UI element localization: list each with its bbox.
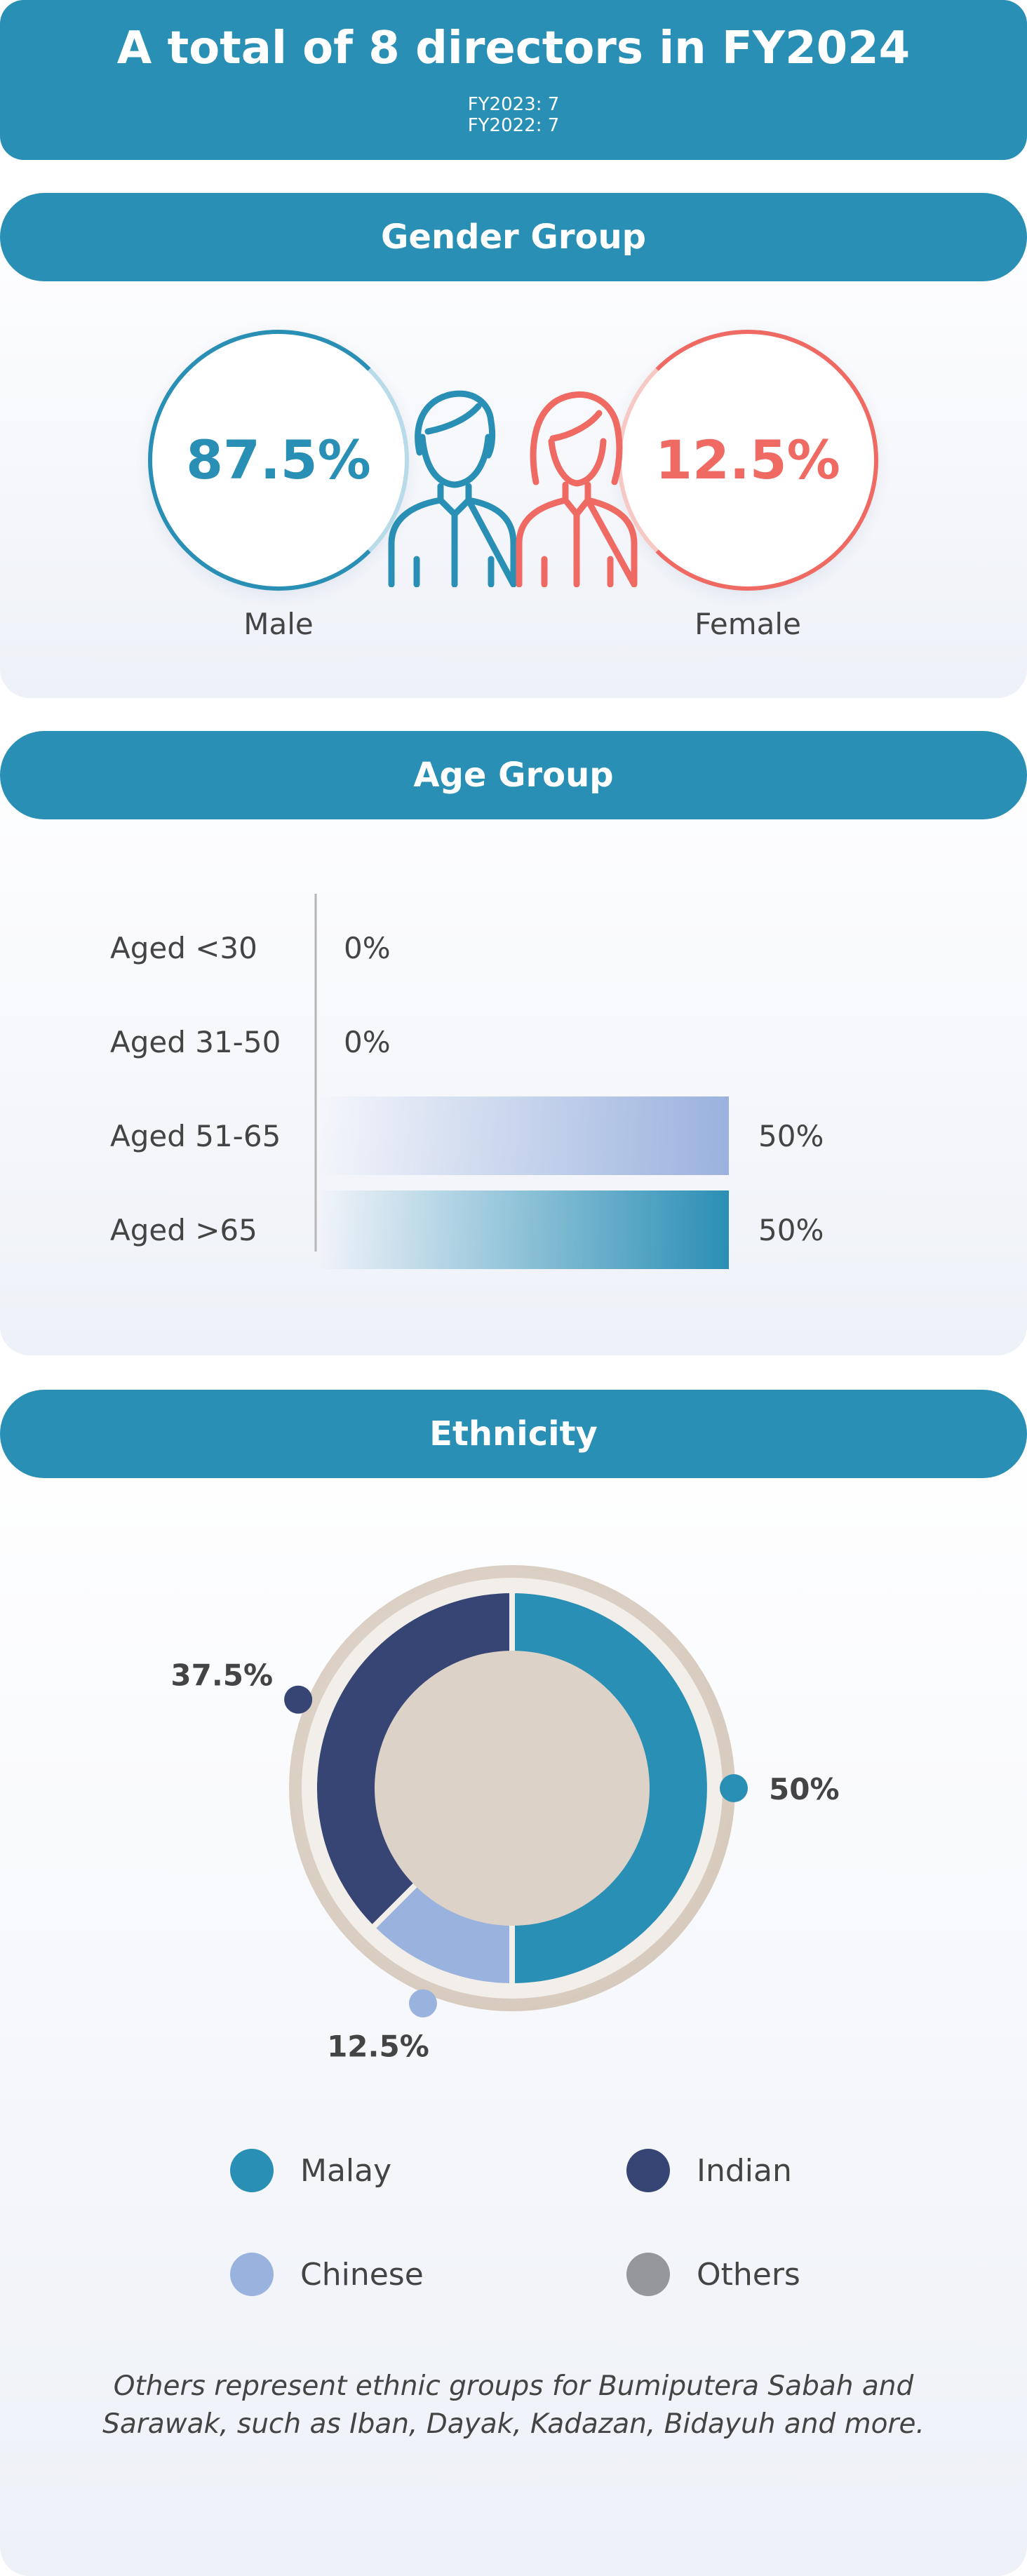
legend-dot-chinese [230, 2253, 274, 2296]
summary-title: A total of 8 directors in FY2024 [116, 22, 911, 74]
age-bar-chart: Aged <30 0% Aged 31-50 0% Aged 51-65 50% Aged … [110, 894, 824, 1269]
age-value-label: 0% [344, 1025, 391, 1059]
female-person-icon [516, 391, 638, 587]
gender-heading: Gender Group [0, 193, 1027, 281]
age-value-label: 50% [758, 1213, 824, 1247]
legend-dot-others [626, 2253, 670, 2296]
age-category-label: Aged <30 [110, 931, 257, 965]
legend-label-indian: Indian [697, 2153, 792, 2189]
male-label: Male [243, 607, 314, 641]
ethnicity-card: Ethnicity 50% 12.5% 37.5% Malay Indian Chi… [0, 1390, 1027, 2576]
legend-label-others: Others [697, 2257, 800, 2293]
ethnicity-donut-chart: 50% 12.5% 37.5% [170, 1565, 840, 2064]
age-heading: Age Group [0, 731, 1027, 819]
legend-label-chinese: Chinese [300, 2257, 424, 2293]
age-value-label: 0% [344, 931, 391, 965]
male-person-icon [388, 390, 517, 587]
age-value-label: 50% [758, 1119, 824, 1153]
summary-header: A total of 8 directors in FY2024 FY2023:… [0, 0, 1027, 160]
gender-card: Gender Group 87.5% 12.5% Male Female [0, 193, 1027, 698]
female-circle: 12.5% [617, 330, 878, 591]
age-category-label: Aged 51-65 [110, 1119, 281, 1153]
age-bar [318, 1096, 729, 1175]
fy2023-count: FY2023: 7 [467, 94, 560, 115]
ethnicity-value-label: 37.5% [170, 1658, 273, 1693]
age-category-label: Aged >65 [110, 1213, 257, 1247]
ethnicity-heading: Ethnicity [0, 1390, 1027, 1478]
fy2022-count: FY2022: 7 [467, 115, 560, 136]
people-icon [388, 390, 638, 587]
legend-label-malay: Malay [300, 2153, 392, 2189]
legend-dot-indian [626, 2149, 670, 2192]
ethnicity-value-label: 12.5% [327, 2030, 429, 2064]
ethnicity-marker-dot [408, 1989, 437, 2018]
female-label: Female [694, 607, 801, 641]
age-category-label: Aged 31-50 [110, 1025, 281, 1059]
age-bar [318, 1190, 729, 1269]
ethnicity-value-label: 50% [769, 1772, 840, 1806]
female-percentage: 12.5% [655, 429, 840, 491]
legend-dot-malay [230, 2149, 274, 2192]
male-percentage: 87.5% [186, 429, 371, 491]
donut-center [375, 1651, 650, 1926]
male-circle: 87.5% [148, 330, 409, 591]
age-card: Age Group Aged <30 0% Aged 31-50 0% Aged 51-… [0, 731, 1027, 1355]
ethnicity-marker-dot [720, 1774, 748, 1802]
ethnicity-footnote: Others represent ethnic groups for Bumip… [102, 2370, 925, 2440]
ethnicity-marker-dot [284, 1685, 313, 1714]
